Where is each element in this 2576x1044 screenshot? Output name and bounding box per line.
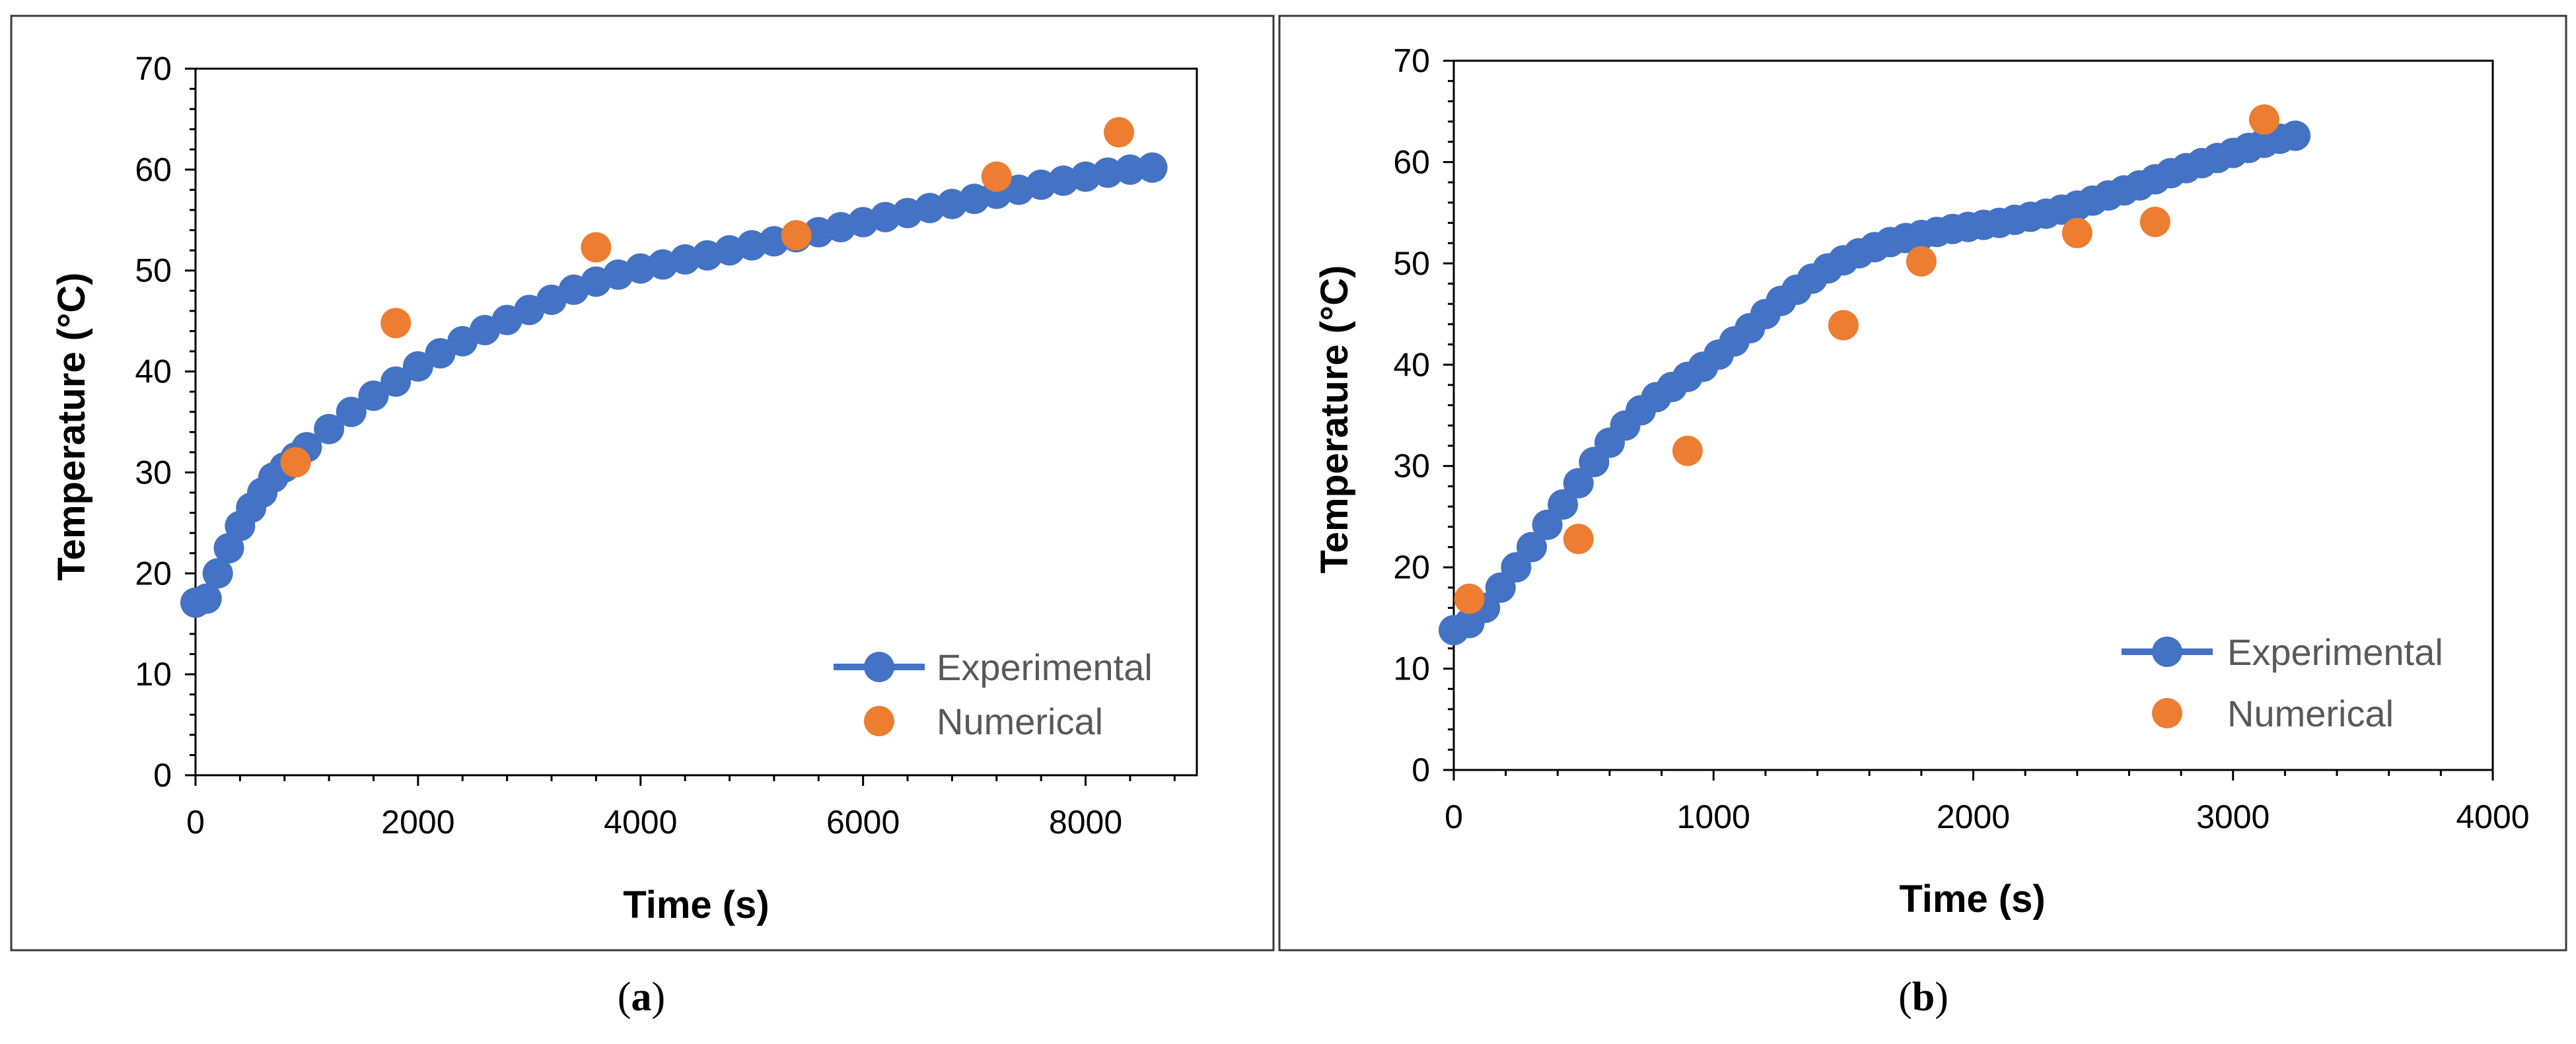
panel-a-numerical-point xyxy=(380,308,411,339)
panel-a-legend: Experimental Numerical xyxy=(834,646,1153,742)
panel-a-y-tick-label: 0 xyxy=(153,757,172,794)
panel-b-x-tick-label: 3000 xyxy=(2196,798,2270,835)
panel-a-experimental-point xyxy=(380,366,411,397)
panel-a-legend-experimental-marker xyxy=(864,652,894,682)
panel-b-y-tick-label: 40 xyxy=(1393,346,1430,383)
panel-a-numerical-point xyxy=(1104,117,1135,148)
panel-b-numerical-point xyxy=(2248,104,2279,135)
panel-a-numerical-point xyxy=(781,220,812,251)
panel-a-y-axis-title: Temperature (°C) xyxy=(50,273,93,581)
caption-b-letter: b xyxy=(1912,975,1935,1020)
panel-a-y-tick-label: 10 xyxy=(135,656,172,693)
panel-a-marks xyxy=(180,117,1168,618)
panel-a-x-tick-label: 4000 xyxy=(604,804,677,841)
panel-b-numerical-point xyxy=(1454,583,1485,614)
panel-b-legend-experimental-marker xyxy=(2152,637,2182,667)
panel-b-legend-numerical-marker xyxy=(2152,698,2182,728)
panel-b-x-tick-label: 1000 xyxy=(1677,798,1750,835)
caption-a-open: ( xyxy=(618,975,631,1020)
panel-a-experimental-point xyxy=(425,338,456,369)
panel-b-y-tick-label: 10 xyxy=(1393,650,1430,687)
panel-b-y-tick-label: 50 xyxy=(1393,245,1430,282)
panel-b-numerical-point xyxy=(2139,206,2170,237)
panel-b-x-axis-title: Time (s) xyxy=(1899,878,2045,921)
panel-b-numerical-point xyxy=(1828,310,1859,341)
caption-b-open: ( xyxy=(1898,975,1912,1020)
panel-b-experimental-point xyxy=(2280,120,2311,151)
panel-b-marks xyxy=(1439,104,2311,646)
panel-a-x-tick-label: 8000 xyxy=(1049,804,1122,841)
panel-a-y-tick-label: 40 xyxy=(135,353,172,390)
panel-b-y-tick-label: 70 xyxy=(1393,42,1430,79)
panel-b-legend-numerical-label: Numerical xyxy=(2227,693,2394,734)
caption-a: (a) xyxy=(618,975,665,1020)
panel-a-x-tick-label: 6000 xyxy=(826,804,900,841)
panel-a-y-tick-label: 70 xyxy=(135,50,172,87)
panel-b-numerical-point xyxy=(1563,524,1594,555)
panel-b-experimental-point xyxy=(1548,489,1579,520)
panel-a-numerical-point xyxy=(981,161,1012,192)
panel-a-experimental-point xyxy=(191,583,222,614)
panel-a-experimental-point xyxy=(358,380,389,411)
panel-a-experimental-point xyxy=(1114,154,1145,185)
panel-a-y-tick-label: 60 xyxy=(135,151,172,188)
panel-b-experimental-point xyxy=(1563,468,1594,499)
panel-a-experimental-point xyxy=(202,558,233,589)
panel-b-numerical-point xyxy=(2061,217,2093,248)
panel-a-y-tick-label: 30 xyxy=(135,454,172,491)
panel-b-x-tick-label: 0 xyxy=(1445,798,1463,835)
chart-panel-a: 0 10 20 30 40 50 60 70 0 2000 4000 6000 8000 Time (s… xyxy=(10,15,1275,952)
chart-panel-b: 0 10 20 30 40 50 60 70 0 1000 2000 3000 4000 Time (s… xyxy=(1278,15,2567,952)
panel-a-y-tick-label: 50 xyxy=(135,252,172,289)
panel-a-x-tick-label: 2000 xyxy=(381,804,454,841)
panel-a-legend-numerical-label: Numerical xyxy=(937,701,1103,742)
panel-b-frame xyxy=(1278,15,2567,952)
panel-b-experimental-point xyxy=(1516,532,1547,563)
panel-a-axes: 0 10 20 30 40 50 60 70 0 2000 4000 6000 8000 xyxy=(135,50,1198,841)
panel-a-experimental-point xyxy=(402,351,433,382)
panel-b-y-tick-label: 20 xyxy=(1393,549,1430,586)
panel-b-numerical-point xyxy=(1672,435,1703,466)
panel-a-y-tick-label: 20 xyxy=(135,555,172,592)
panel-a-legend-numerical-marker xyxy=(864,706,894,736)
caption-b-close: ) xyxy=(1935,975,1949,1020)
caption-a-close: ) xyxy=(652,975,666,1020)
panel-a-frame xyxy=(10,15,1275,952)
caption-b: (b) xyxy=(1898,975,1949,1020)
panel-a-numerical-point xyxy=(280,447,311,478)
panel-b-y-axis-title: Temperature (°C) xyxy=(1313,265,1356,574)
panel-a-x-axis-title: Time (s) xyxy=(623,884,769,926)
panel-a-experimental-point xyxy=(336,396,367,427)
panel-b-numerical-point xyxy=(1906,246,1937,277)
panel-a-legend-experimental-label: Experimental xyxy=(937,646,1153,688)
panel-b-axes: 0 10 20 30 40 50 60 70 0 1000 2000 3000 4000 xyxy=(1393,42,2529,835)
panel-b-y-tick-label: 60 xyxy=(1393,143,1430,180)
panel-b-x-tick-label: 4000 xyxy=(2456,798,2529,835)
panel-a-experimental-point xyxy=(314,413,345,444)
panel-a-x-tick-label: 0 xyxy=(186,804,205,841)
caption-a-letter: a xyxy=(631,975,652,1020)
panel-a-experimental-point xyxy=(1092,157,1124,188)
panel-b-y-tick-label: 30 xyxy=(1393,448,1430,485)
panel-b-x-tick-label: 2000 xyxy=(1937,798,2010,835)
panel-a-numerical-point xyxy=(581,232,612,263)
panel-a-plot-area xyxy=(194,67,1198,777)
panel-b-legend: Experimental Numerical xyxy=(2122,631,2443,734)
panel-b-y-tick-label: 0 xyxy=(1412,751,1430,788)
panel-b-legend-experimental-label: Experimental xyxy=(2227,631,2443,673)
panel-a-experimental-point xyxy=(1137,152,1168,183)
